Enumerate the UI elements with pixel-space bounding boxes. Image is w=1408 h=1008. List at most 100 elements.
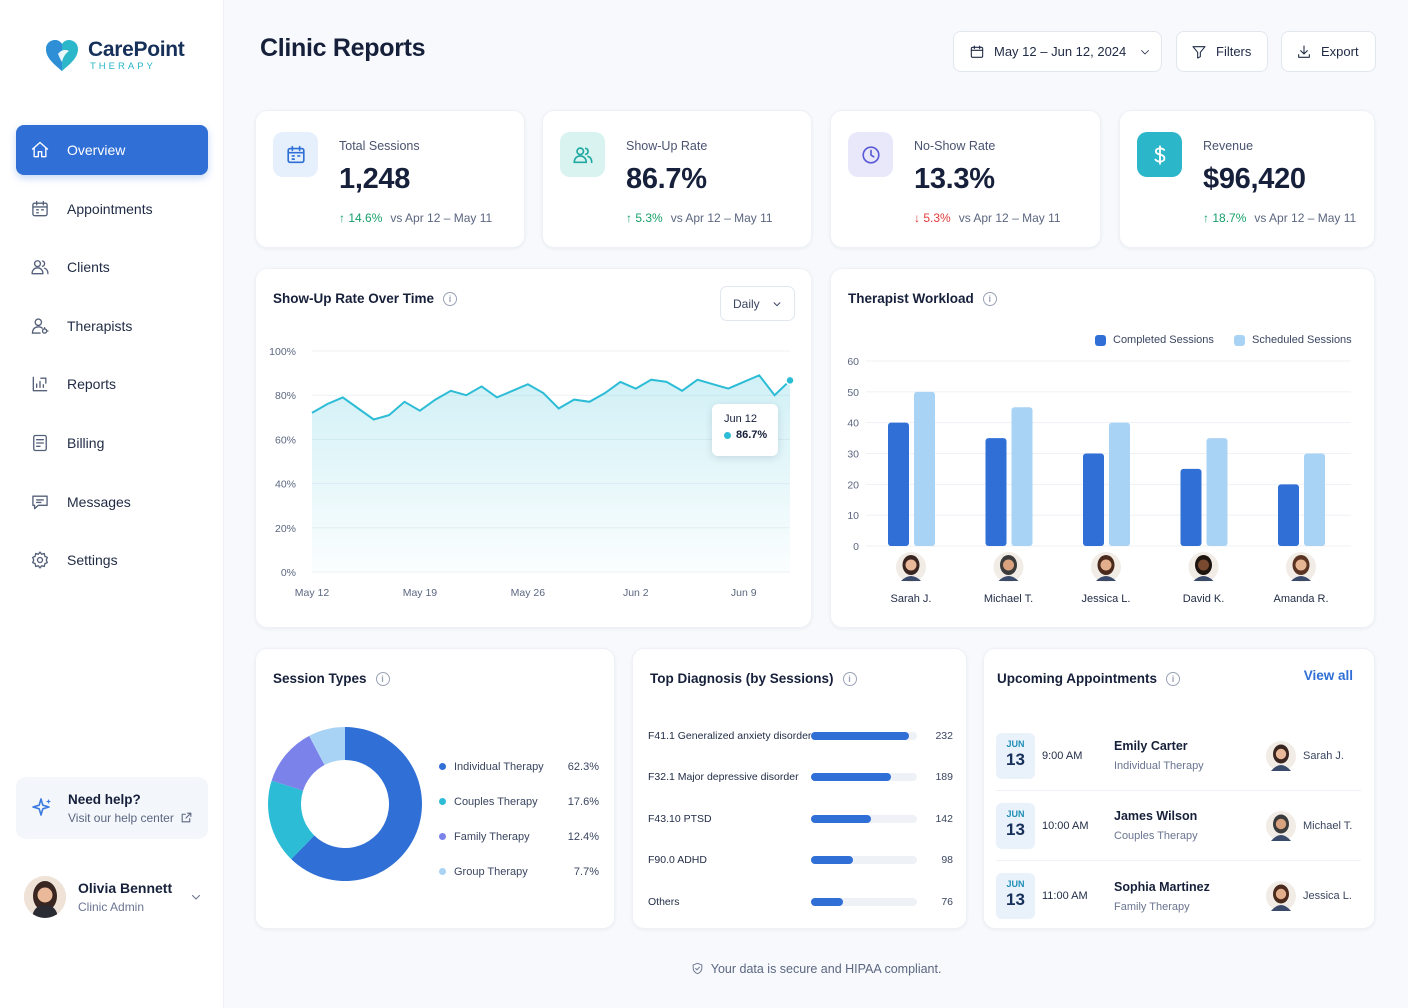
delta-up: ↑ 14.6% [339, 211, 383, 225]
legend-pct: 12.4% [567, 830, 599, 843]
therapist-avatar [894, 550, 928, 584]
diagnosis-bar[interactable] [811, 897, 844, 906]
appointment-row[interactable]: JUN 13 10:00 AM James Wilson Couples Therapy… [996, 791, 1361, 861]
kpi-total-sessions: Total Sessions 1,248 ↑ 14.6% vs Apr 12 –… [255, 110, 525, 248]
legend-dot [439, 868, 446, 875]
sidebar-item-reports[interactable]: Reports [16, 359, 208, 409]
chevron-down-icon[interactable] [190, 891, 202, 903]
legend-item: Individual Therapy 62.3% [439, 749, 599, 784]
legend-pct: 62.3% [567, 760, 599, 773]
kpi-no-show-rate: No-Show Rate 13.3% ↓ 5.3% vs Apr 12 – Ma… [830, 110, 1101, 248]
legend-dot [439, 798, 446, 805]
delta-compare: vs Apr 12 – May 11 [670, 211, 773, 225]
delta-value: 18.7% [1212, 211, 1247, 225]
diagnosis-label: F43.10 PTSD [648, 812, 712, 825]
sidebar-item-therapists[interactable]: Therapists [16, 301, 208, 351]
sidebar-item-billing[interactable]: Billing [16, 418, 208, 468]
help-card[interactable]: Need help? Visit our help center [16, 777, 208, 839]
legend-scheduled: Scheduled Sessions [1234, 334, 1352, 346]
appointment-time: 9:00 AM [1042, 749, 1083, 762]
bar-completed[interactable] [1083, 453, 1104, 547]
diagnosis-row: F90.0 ADHD 98 [648, 840, 953, 882]
diagnosis-bar[interactable] [811, 814, 872, 823]
diagnosis-bar[interactable] [811, 731, 910, 740]
diagnosis-track [811, 897, 917, 906]
brand-subtitle: THERAPY [90, 61, 156, 72]
bar-completed[interactable] [888, 422, 909, 546]
appointment-row[interactable]: JUN 13 11:00 AM Sophia Martinez Family Thera… [996, 861, 1361, 931]
card-title-text: Upcoming Appointments [997, 671, 1157, 686]
view-all-link[interactable]: View all [1303, 668, 1353, 683]
appointment-row[interactable]: JUN 13 9:00 AM Emily Carter Individual Thera… [996, 721, 1361, 791]
therapist-name: Michael T. [1303, 819, 1353, 832]
tooltip-date: Jun 12 [724, 413, 758, 425]
brand-logo[interactable]: CarePoint THERAPY [44, 38, 185, 74]
sidebar-item-label: Billing [67, 434, 105, 451]
bar-completed[interactable] [1278, 484, 1299, 546]
kpi-value: 13.3% [914, 163, 995, 195]
card-title: Top Diagnosis (by Sessions) i [650, 671, 857, 686]
donut-slice[interactable] [291, 727, 422, 881]
y-tick-label: 0% [281, 567, 296, 579]
kpi-label: Revenue [1203, 139, 1254, 153]
chevron-down-icon [773, 301, 781, 306]
bar-scheduled[interactable] [1109, 422, 1130, 546]
info-icon[interactable]: i [443, 291, 458, 306]
bar-completed[interactable] [985, 438, 1007, 546]
external-link-icon [181, 812, 192, 823]
sidebar-item-clients[interactable]: Clients [16, 242, 208, 292]
legend-swatch [1095, 334, 1106, 346]
export-button[interactable]: Export [1281, 31, 1376, 72]
sidebar-item-appointments[interactable]: Appointments [16, 184, 208, 234]
kpi-revenue: Revenue $96,420 ↑ 18.7% vs Apr 12 – May … [1119, 110, 1375, 248]
donut-slice[interactable] [268, 780, 315, 860]
bar-scheduled[interactable] [1206, 438, 1228, 546]
sidebar-item-messages[interactable]: Messages [16, 477, 208, 527]
legend-item: Couples Therapy 17.6% [439, 784, 599, 819]
y-tick-label: 100% [269, 346, 296, 358]
x-tick-label: May 19 [403, 587, 438, 599]
sidebar-item-settings[interactable]: Settings [16, 535, 208, 585]
kpi-value: $96,420 [1203, 163, 1306, 195]
kpi-delta: ↓ 5.3% vs Apr 12 – May 11 [914, 211, 1061, 225]
x-tick-label: Jun 9 [731, 587, 757, 599]
chevron-down-icon [1141, 49, 1150, 54]
bar-scheduled[interactable] [914, 391, 935, 546]
kpi-value: 1,248 [339, 163, 411, 195]
therapist-label: Michael T. [984, 593, 1033, 605]
donut-slice[interactable] [271, 735, 325, 791]
footer: Your data is secure and HIPAA compliant. [0, 962, 1408, 976]
granularity-select[interactable]: Daily [720, 286, 795, 321]
legend-item: Family Therapy 12.4% [439, 819, 599, 854]
therapist-label: Amanda R. [1273, 593, 1328, 605]
filters-button[interactable]: Filters [1176, 31, 1268, 72]
users-icon [31, 260, 49, 275]
therapist-avatar [1284, 550, 1318, 584]
y-tick-label: 60 [847, 356, 859, 368]
date-range-picker[interactable]: May 12 – Jun 12, 2024 [953, 31, 1162, 72]
session-type: Family Therapy [1114, 900, 1190, 913]
diagnosis-card: Top Diagnosis (by Sessions) i F41.1 Gene… [632, 648, 967, 929]
highlight-point[interactable] [785, 375, 795, 386]
kpi-label: Total Sessions [339, 139, 420, 153]
info-icon[interactable]: i [982, 291, 997, 306]
home-icon [31, 141, 49, 158]
user-role: Clinic Admin [78, 900, 145, 914]
diagnosis-value: 232 [935, 729, 953, 742]
bar-scheduled[interactable] [1304, 453, 1325, 547]
y-tick-label: 40% [275, 479, 296, 491]
info-icon[interactable]: i [842, 671, 857, 686]
diagnosis-bar[interactable] [811, 773, 892, 782]
info-icon[interactable]: i [1166, 671, 1180, 686]
bar-completed[interactable] [1180, 468, 1202, 546]
bar-scheduled[interactable] [1011, 407, 1033, 546]
info-icon[interactable]: i [375, 671, 390, 686]
sidebar-item-overview[interactable]: Overview [16, 125, 208, 175]
messages-icon [32, 495, 48, 509]
kpi-icon [273, 132, 318, 177]
diagnosis-bar[interactable] [811, 856, 853, 865]
diagnosis-label: Others [648, 895, 680, 908]
user-profile[interactable]: Olivia Bennett Clinic Admin [24, 875, 202, 919]
donut-slice[interactable] [309, 727, 345, 766]
help-center-link[interactable]: Visit our help center [68, 811, 193, 825]
